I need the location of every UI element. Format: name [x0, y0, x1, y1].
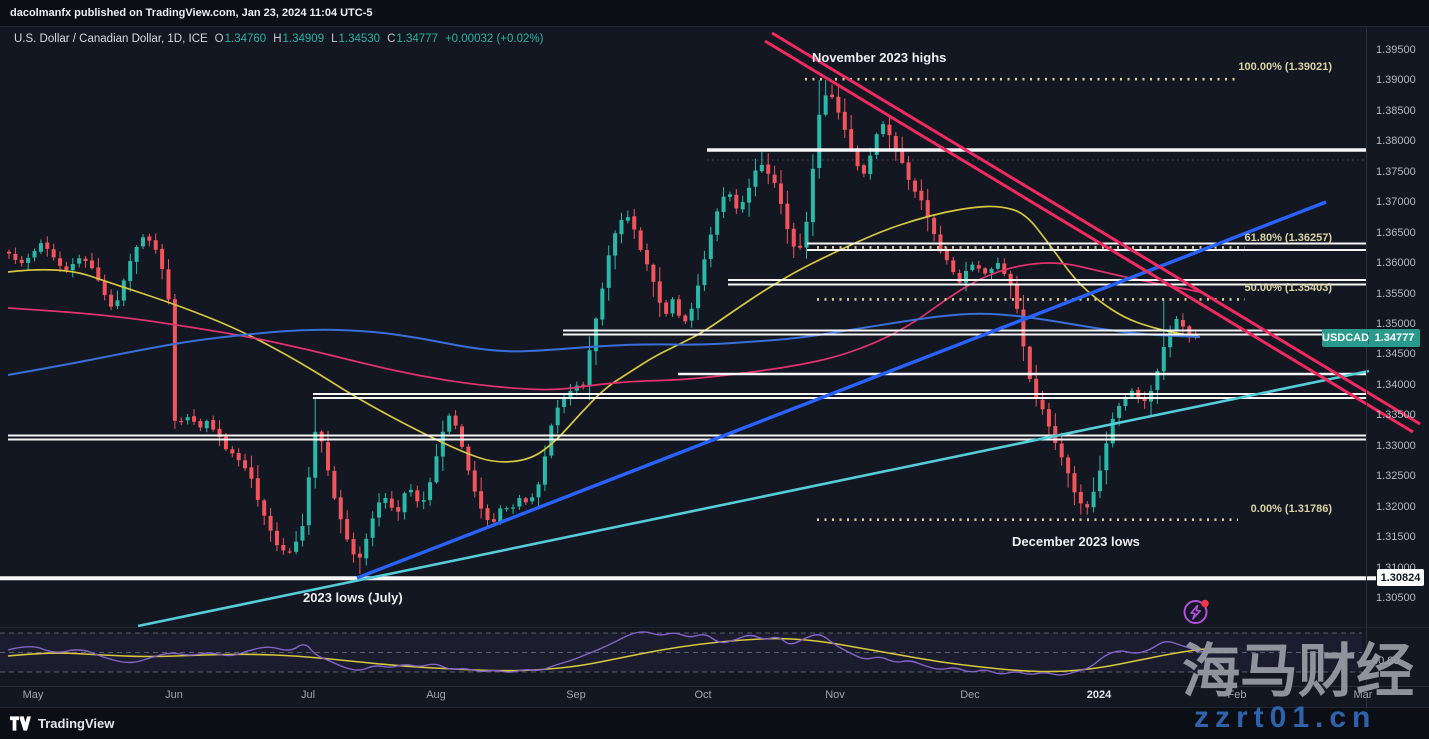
price-tick: 1.36500 [1376, 226, 1416, 239]
time-tick-Jul: Jul [300, 689, 316, 701]
price-tick: 1.37500 [1376, 165, 1416, 178]
price-tick: 1.32500 [1376, 470, 1416, 483]
time-tick-Dec: Dec [960, 689, 980, 701]
time-tick-Jun: Jun [165, 689, 183, 701]
annotation-november-highs: November 2023 highs [812, 50, 947, 65]
price-tick: 1.32000 [1376, 500, 1416, 513]
watermark-cn: 海马财经 [1182, 639, 1415, 704]
price-tick: 1.30500 [1376, 592, 1416, 604]
close-key: C [387, 33, 396, 45]
time-tick-Mar: Mar [1353, 689, 1373, 701]
price-tick: 1.39500 [1376, 44, 1416, 56]
price-tick: 1.38000 [1376, 135, 1416, 148]
open-key: O [214, 33, 224, 45]
low-value: 1.34530 [338, 33, 381, 45]
price-tick: 1.35000 [1376, 318, 1416, 330]
rsi-scale-label: 40.00 [1372, 655, 1400, 667]
time-tick-Sep: Sep [566, 689, 586, 701]
time-tick-Feb: Feb [1227, 689, 1247, 701]
open-value: 1.34760 [224, 33, 267, 45]
fib-levels [805, 77, 1245, 522]
price-tick: 1.31500 [1376, 531, 1416, 544]
price-tick: 1.34500 [1376, 348, 1416, 361]
july-low-price-label: 1.30824 [1377, 569, 1424, 586]
price-tick: 1.37000 [1376, 196, 1416, 209]
price-tick: 1.34000 [1376, 378, 1416, 391]
close-value: 1.34777 [396, 33, 438, 45]
rsi-ma-line [7, 637, 1206, 673]
time-tick-Oct: Oct [694, 689, 712, 701]
symbol-legend[interactable]: U.S. Dollar / Canadian Dollar, 1D, ICE O1… [14, 33, 543, 45]
trendlines [137, 31, 1421, 628]
publisher-bar: dacolmanfx published on TradingView.com,… [0, 0, 1429, 27]
lightning-icon [1183, 599, 1209, 624]
low-key: L [331, 33, 338, 45]
tradingview-logo-icon[interactable] [10, 716, 31, 731]
price-label-symbol: USDCAD [1322, 332, 1370, 344]
time-tick-Nov: Nov [825, 689, 845, 701]
fib-label-50: 50.00% (1.35403) [1244, 282, 1332, 294]
symbol-title: U.S. Dollar / Canadian Dollar, 1D, ICE [14, 33, 208, 45]
support-resistance-levels [0, 148, 1376, 581]
publisher-text: dacolmanfx published on TradingView.com,… [10, 7, 373, 19]
price-tick: 1.39000 [1376, 74, 1416, 87]
ma-yellow [7, 205, 1201, 463]
price-label-value: 1.34777 [1374, 332, 1415, 344]
rsi-line [7, 631, 1206, 676]
watermark-url: zzrt01.cn [1194, 701, 1377, 734]
price-tick: 1.35500 [1376, 287, 1416, 300]
price-tick: 1.33000 [1376, 439, 1416, 452]
current-price-label: USDCAD 1.34777 [1322, 329, 1420, 347]
time-tick-May: May [22, 689, 44, 701]
footer-bar: TradingView [0, 707, 1429, 739]
time-tick-2024: 2024 [1086, 689, 1112, 701]
price-tick: 1.36000 [1376, 257, 1416, 270]
high-key: H [273, 33, 282, 45]
price-tick: 1.33500 [1376, 409, 1416, 422]
ma-pink [7, 262, 1201, 391]
time-tick-Aug: Aug [426, 689, 446, 701]
change-value: +0.00032 (+0.02%) [444, 33, 544, 45]
fib-label-0: 0.00% (1.31786) [1250, 503, 1332, 515]
tradingview-brand[interactable]: TradingView [38, 716, 115, 731]
rsi-pane [0, 631, 1362, 676]
price-tick: 1.38500 [1376, 104, 1416, 117]
annotation-december-lows: December 2023 lows [1012, 534, 1140, 549]
high-value: 1.34909 [282, 33, 325, 45]
ma-blue [7, 312, 1201, 376]
separators [0, 28, 1429, 707]
annotation-july-lows: 2023 lows (July) [303, 590, 403, 605]
fib-label-618: 61.80% (1.36257) [1244, 232, 1332, 244]
fib-label-100: 100.00% (1.39021) [1238, 61, 1332, 73]
flash-update-button[interactable] [1182, 598, 1210, 626]
